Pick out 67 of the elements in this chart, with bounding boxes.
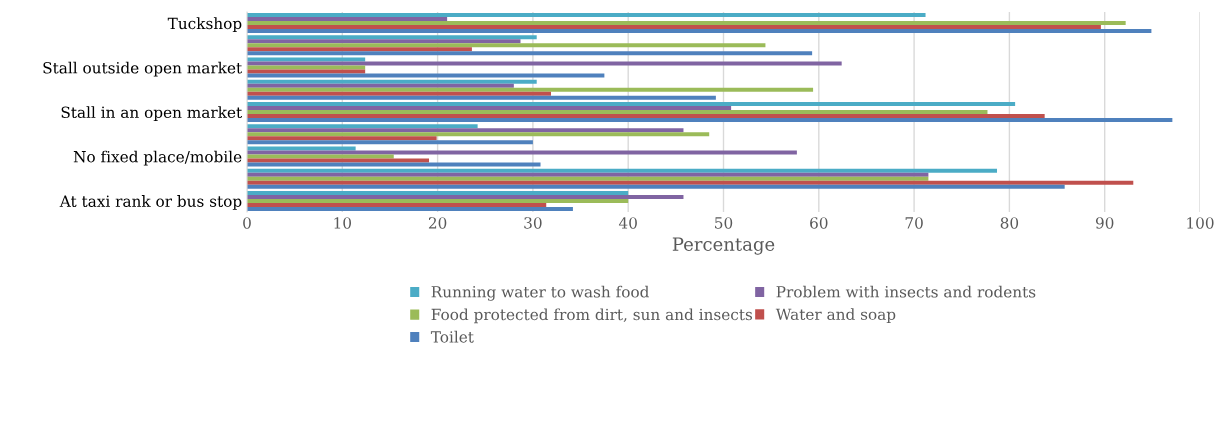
x-tick-label: 20	[428, 217, 447, 229]
bar	[247, 17, 448, 22]
legend-label: Toilet	[430, 330, 474, 343]
bar	[247, 136, 437, 141]
y-tick-label: Tuckshop	[167, 17, 242, 33]
bar	[247, 61, 842, 66]
x-tick-label: 100	[1187, 217, 1214, 229]
bar	[247, 168, 998, 173]
bar	[247, 21, 1126, 26]
bar	[247, 83, 514, 88]
x-axis-title: Percentage	[672, 237, 775, 255]
bar	[247, 25, 1101, 30]
bar	[247, 132, 710, 137]
bar	[247, 106, 732, 110]
x-tick-label: 40	[618, 217, 637, 229]
bar	[247, 198, 629, 203]
bar	[247, 51, 813, 56]
bar	[247, 47, 472, 52]
bar	[247, 184, 1065, 189]
bar	[247, 202, 547, 207]
bar	[247, 146, 356, 151]
bar	[247, 95, 716, 100]
bar	[247, 140, 533, 145]
bar	[247, 190, 629, 195]
x-tick-label: 0	[243, 217, 251, 229]
bar	[247, 118, 1173, 122]
bar	[247, 87, 814, 92]
bar	[247, 206, 573, 211]
bar	[247, 29, 1152, 34]
x-tick-label: 50	[715, 217, 733, 229]
legend-label: Water and soap	[775, 308, 896, 323]
x-tick-label: 90	[1095, 217, 1114, 229]
bar	[247, 13, 926, 18]
bar	[247, 110, 988, 114]
legend-label: Running water to wash food	[431, 285, 649, 301]
bar	[247, 194, 684, 199]
x-tick-label: 10	[334, 217, 352, 229]
bar	[247, 65, 366, 70]
y-tick-label: Stall outside open market	[43, 61, 243, 77]
bar	[247, 150, 797, 155]
bar	[247, 57, 366, 62]
x-tick-label: 60	[810, 217, 828, 229]
bar	[247, 162, 541, 167]
bar	[247, 39, 521, 44]
bar	[247, 73, 605, 78]
x-tick-label: 30	[524, 217, 542, 229]
legend-label: Problem with insects and rodents	[776, 285, 1036, 298]
bar	[247, 114, 1045, 118]
bar	[247, 180, 1134, 185]
bar	[247, 91, 552, 96]
bar	[247, 43, 766, 48]
bar	[247, 79, 537, 84]
bar	[247, 69, 366, 74]
bar	[247, 102, 1016, 106]
x-tick-label: 70	[905, 217, 923, 229]
bar	[247, 158, 430, 163]
bar	[247, 176, 929, 181]
legend-label: Food protected from dirt, sun and insects	[431, 308, 753, 324]
bar	[247, 128, 684, 133]
bar	[247, 35, 537, 40]
y-tick-label: At taxi rank or bus stop	[59, 195, 242, 210]
bar	[247, 154, 394, 159]
y-tick-label: No fixed place/mobile	[73, 150, 242, 166]
bar	[247, 172, 929, 177]
x-tick-label: 80	[1000, 217, 1019, 229]
bar	[247, 124, 478, 129]
y-tick-label: Stall in an open market	[61, 106, 243, 121]
